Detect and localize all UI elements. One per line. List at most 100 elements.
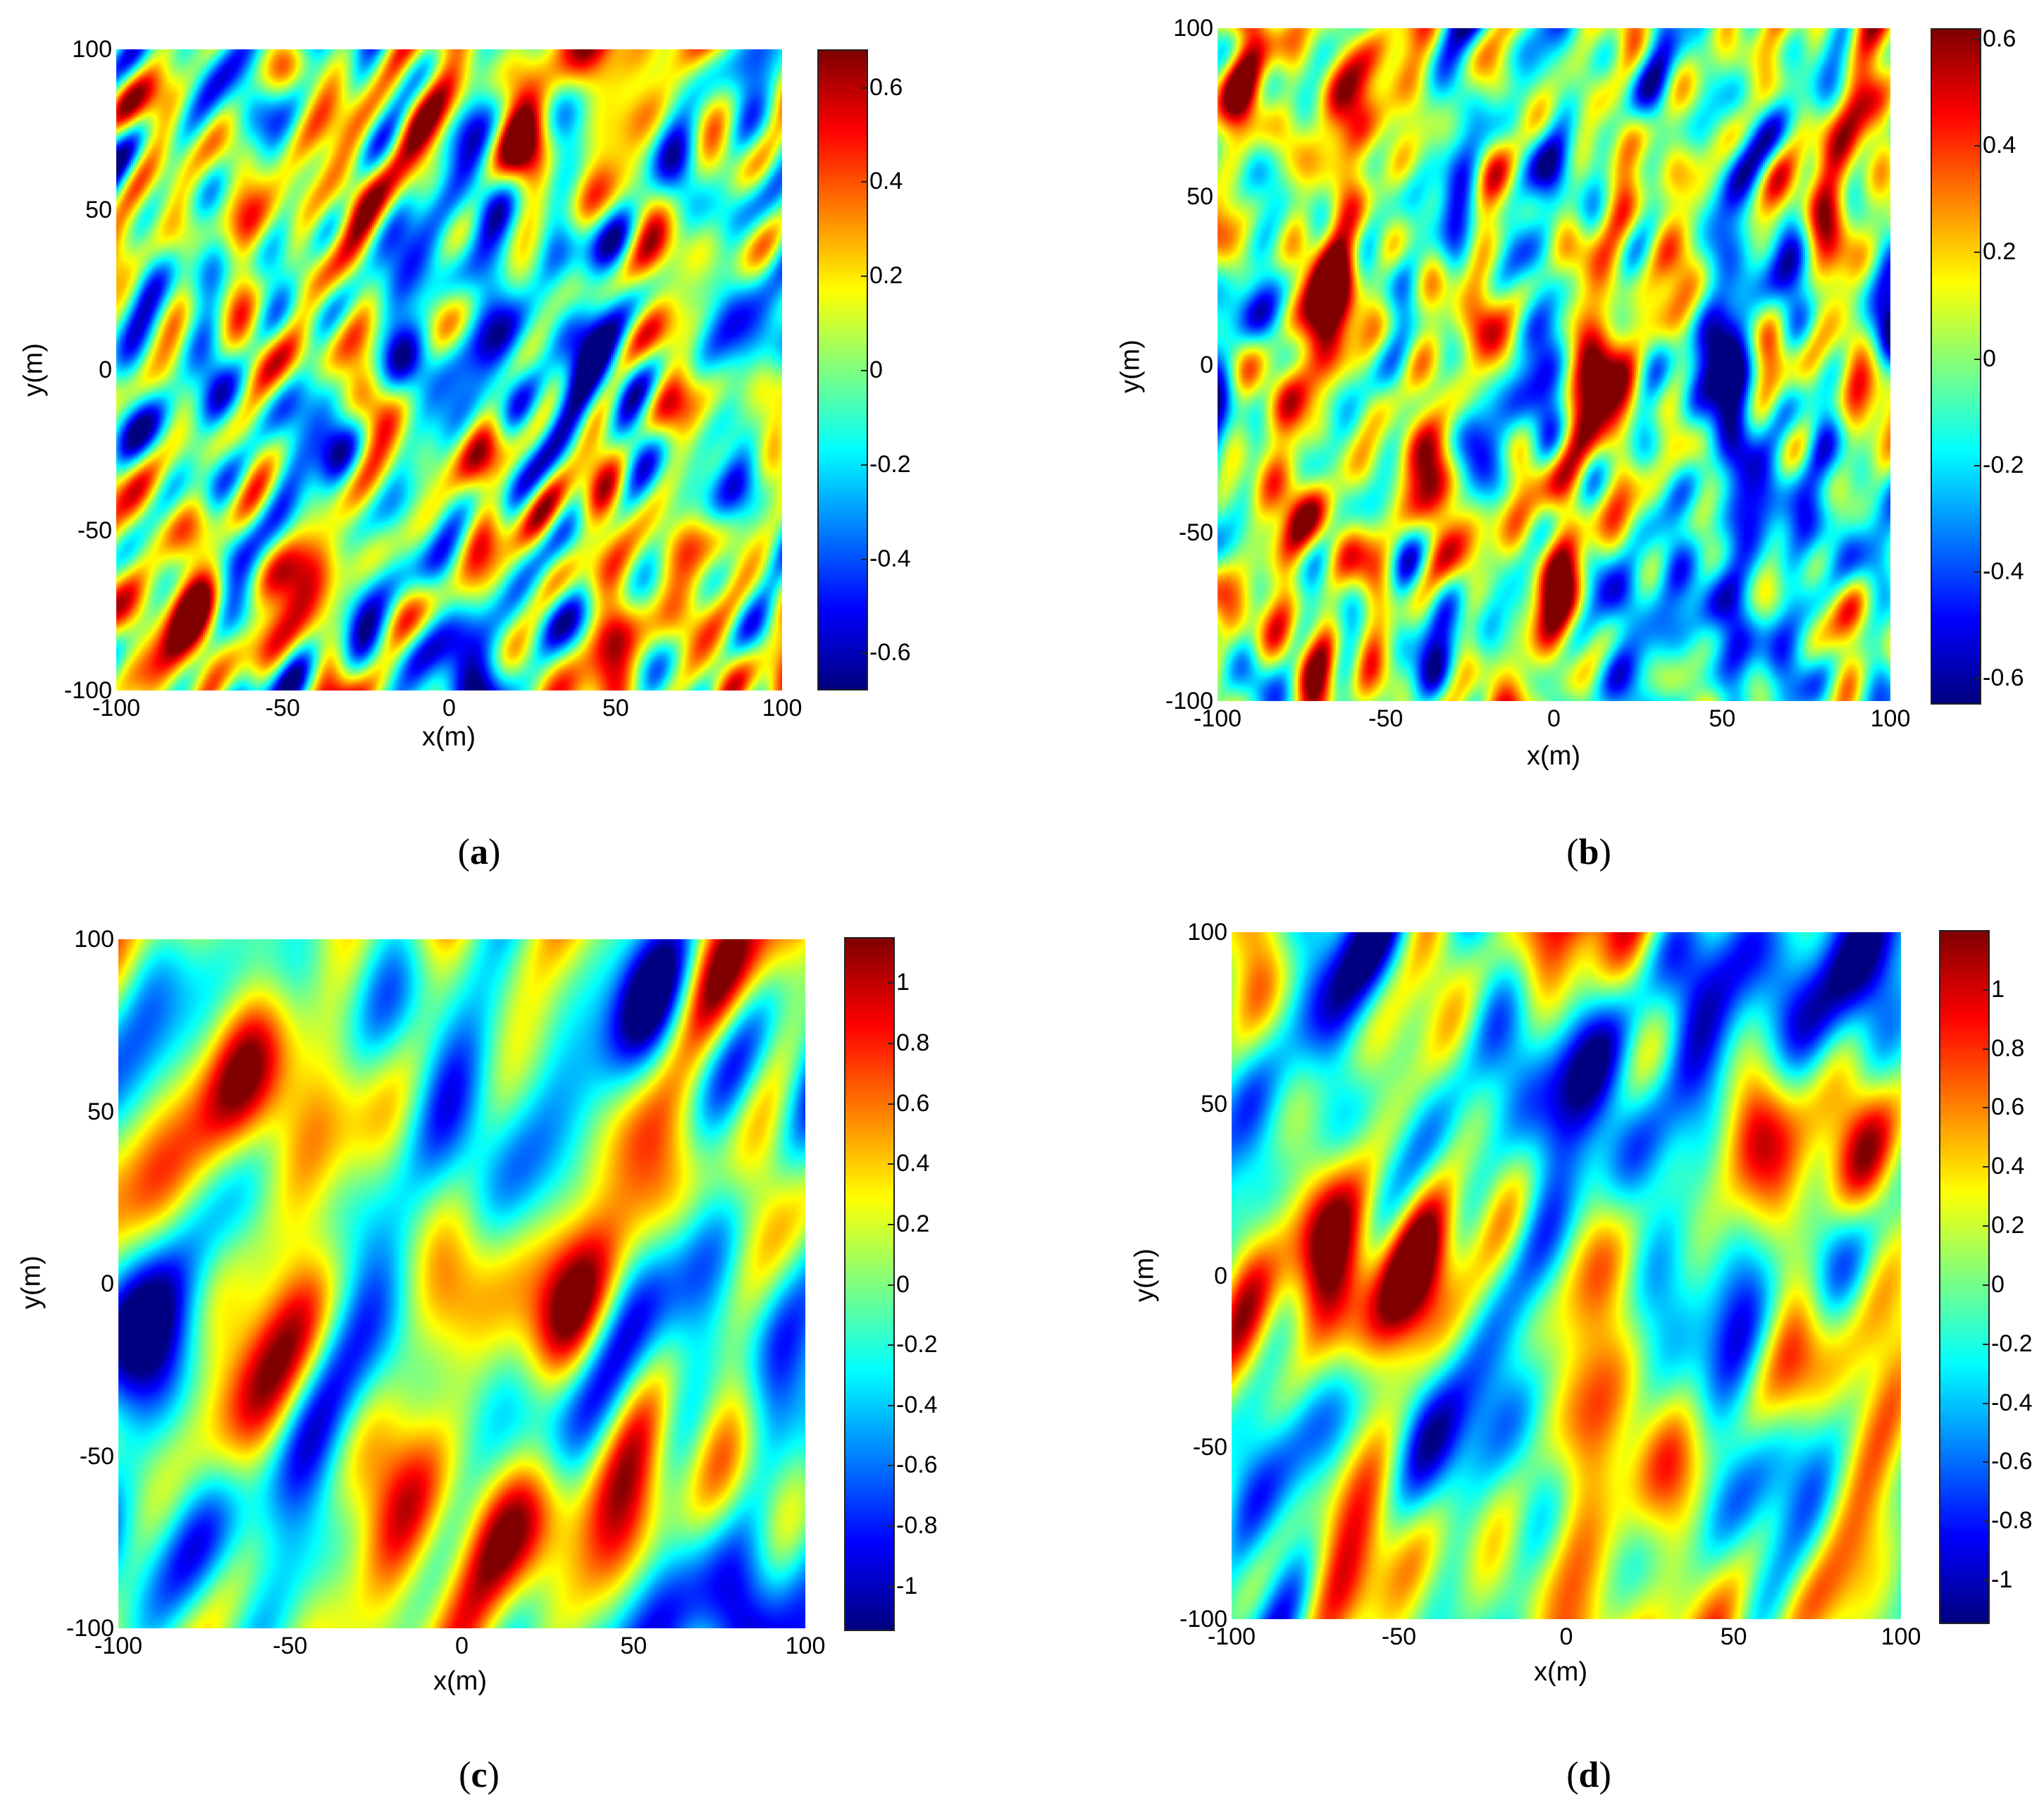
y-tick-label: -100 bbox=[66, 1615, 114, 1642]
y-axis-label-c: y(m) bbox=[16, 1256, 47, 1309]
x-tick-label: -50 bbox=[265, 695, 300, 722]
colorbar-tick-label: 0.6 bbox=[869, 73, 903, 101]
colorbar-tick-label: -0.4 bbox=[1983, 558, 2024, 586]
colorbar-tick-label: 0.2 bbox=[1983, 238, 2017, 266]
colorbar-tick-label: 0.2 bbox=[869, 262, 903, 290]
caption-d: (d) bbox=[1566, 1755, 1611, 1795]
colorbar-tick-label: 0 bbox=[1991, 1270, 2005, 1298]
colorbar-tick-label: 0.8 bbox=[896, 1029, 930, 1056]
colorbar-tick-label: 0.6 bbox=[896, 1089, 930, 1117]
y-tick-label: 0 bbox=[101, 1270, 114, 1297]
x-tick-label: 50 bbox=[1709, 705, 1736, 732]
colorbar-tick-label: 0.4 bbox=[896, 1150, 930, 1177]
colorbar-tick-mark bbox=[1983, 1166, 1990, 1168]
x-tick-label: -100 bbox=[1193, 705, 1242, 732]
colorbar-tick-label: -0.8 bbox=[896, 1512, 938, 1540]
colorbar-tick-label: 0 bbox=[1983, 345, 1996, 372]
y-tick-label: -50 bbox=[1178, 519, 1213, 547]
x-tick-label: 100 bbox=[762, 695, 803, 722]
x-axis-label-b: x(m) bbox=[1527, 741, 1580, 771]
colorbar-tick-label: -0.4 bbox=[1991, 1389, 2033, 1416]
y-tick-label: -100 bbox=[1165, 688, 1213, 714]
colorbar-tick-mark bbox=[1983, 1461, 1990, 1463]
x-tick-label: -100 bbox=[1207, 1623, 1256, 1650]
x-tick-label: 0 bbox=[1547, 705, 1561, 732]
colorbar-tick-label: 0 bbox=[869, 357, 883, 383]
colorbar-tick-mark bbox=[888, 982, 895, 984]
colorbar-tick-mark bbox=[1974, 464, 1981, 466]
heatmap-c bbox=[118, 939, 805, 1628]
colorbar-tick-mark bbox=[888, 1404, 895, 1406]
colorbar-tick-mark bbox=[1983, 989, 1990, 991]
y-tick-label: 100 bbox=[74, 926, 114, 953]
colorbar-tick-label: -0.6 bbox=[896, 1451, 938, 1479]
y-tick-label: -50 bbox=[79, 1442, 114, 1470]
colorbar-tick-label: 0.6 bbox=[1991, 1094, 2025, 1121]
colorbar-tick-mark bbox=[888, 1163, 895, 1165]
colorbar-tick-label: 0.2 bbox=[896, 1210, 930, 1237]
colorbar-tick-label: -0.2 bbox=[1983, 451, 2024, 478]
colorbar-tick-mark bbox=[1983, 1107, 1990, 1109]
colorbar-tick-mark bbox=[861, 370, 868, 371]
colorbar-tick-mark bbox=[861, 275, 868, 278]
y-tick-label: -100 bbox=[63, 677, 112, 704]
y-tick-label: 100 bbox=[1173, 15, 1213, 42]
colorbar-tick-mark bbox=[1983, 1048, 1990, 1050]
heatmap-a bbox=[116, 49, 782, 690]
colorbar-tick-mark bbox=[861, 87, 868, 89]
colorbar-tick-mark bbox=[1974, 252, 1981, 254]
x-tick-label: -50 bbox=[273, 1633, 308, 1659]
colorbar-tick-mark bbox=[888, 1223, 895, 1225]
colorbar-tick-label: -0.2 bbox=[896, 1331, 938, 1358]
colorbar-tick-label: -0.8 bbox=[1991, 1507, 2033, 1535]
colorbar-b bbox=[1931, 28, 1981, 705]
colorbar-tick-mark bbox=[888, 1585, 895, 1587]
colorbar-tick-label: -0.4 bbox=[869, 545, 911, 572]
colorbar-tick-label: -0.2 bbox=[1991, 1330, 2033, 1357]
colorbar-tick-label: 1 bbox=[896, 969, 910, 996]
colorbar-tick-label: -0.6 bbox=[1991, 1448, 2033, 1475]
colorbar-tick-mark bbox=[1974, 678, 1981, 680]
colorbar-tick-label: 1 bbox=[1991, 975, 2005, 1003]
y-axis-label-a: y(m) bbox=[18, 343, 49, 397]
colorbar-tick-mark bbox=[1983, 1402, 1990, 1404]
colorbar-d bbox=[1939, 930, 1990, 1624]
colorbar-tick-mark bbox=[861, 558, 868, 560]
x-tick-label: 0 bbox=[442, 695, 456, 722]
y-tick-label: 50 bbox=[85, 196, 112, 223]
y-tick-label: 50 bbox=[1201, 1090, 1227, 1117]
colorbar-tick-mark bbox=[861, 464, 868, 466]
colorbar-tick-mark bbox=[1974, 39, 1981, 41]
x-tick-label: -100 bbox=[94, 1633, 143, 1659]
y-tick-label: 100 bbox=[72, 36, 112, 63]
colorbar-tick-mark bbox=[1974, 358, 1981, 360]
colorbar-tick-label: 0.6 bbox=[1983, 25, 2017, 53]
x-axis-label-a: x(m) bbox=[422, 722, 476, 752]
colorbar-tick-mark bbox=[1983, 1521, 1990, 1523]
colorbar-tick-mark bbox=[1983, 1225, 1990, 1227]
x-axis-label-d: x(m) bbox=[1534, 1657, 1587, 1687]
colorbar-a bbox=[817, 49, 868, 690]
x-tick-label: 100 bbox=[1870, 705, 1911, 732]
y-tick-label: 0 bbox=[1214, 1262, 1227, 1289]
x-tick-label: -100 bbox=[92, 695, 141, 722]
x-axis-label-c: x(m) bbox=[433, 1666, 487, 1696]
colorbar-tick-mark bbox=[861, 181, 868, 183]
y-tick-label: 0 bbox=[1200, 351, 1213, 378]
colorbar-tick-label: 0.4 bbox=[1983, 132, 2017, 159]
x-tick-label: -50 bbox=[1368, 705, 1404, 732]
y-tick-label: -50 bbox=[1192, 1434, 1227, 1461]
colorbar-tick-label: -0.2 bbox=[869, 450, 911, 478]
colorbar-tick-mark bbox=[888, 1465, 895, 1467]
x-tick-label: 100 bbox=[785, 1633, 826, 1659]
colorbar-tick-label: 0.2 bbox=[1991, 1212, 2025, 1239]
colorbar-tick-label: 0.4 bbox=[1991, 1153, 2025, 1180]
y-tick-label: 50 bbox=[87, 1098, 114, 1125]
x-tick-label: -50 bbox=[1381, 1623, 1417, 1650]
caption-a: (a) bbox=[457, 832, 501, 872]
y-tick-label: 0 bbox=[99, 357, 112, 383]
y-tick-label: -50 bbox=[77, 516, 112, 544]
colorbar-tick-label: -0.6 bbox=[1983, 664, 2024, 692]
colorbar-tick-mark bbox=[888, 1103, 895, 1105]
colorbar-tick-label: 0.4 bbox=[869, 168, 903, 195]
